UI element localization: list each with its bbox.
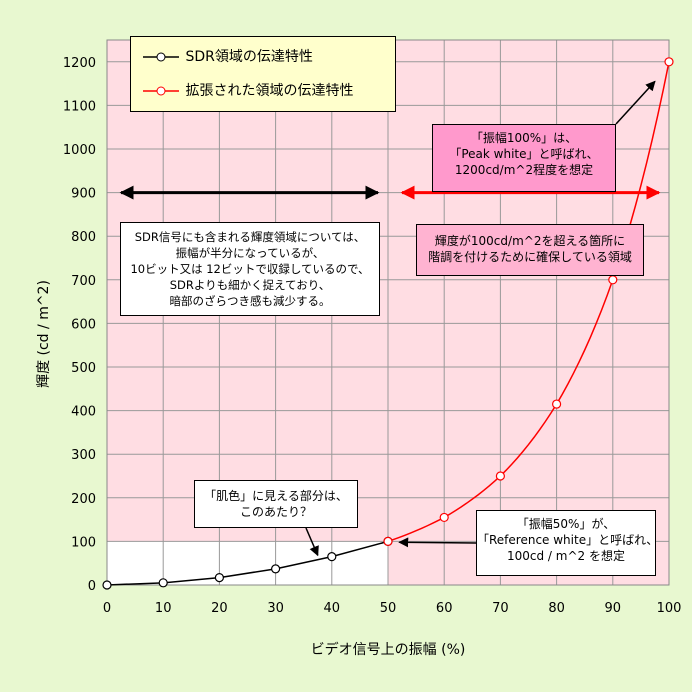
y-tick-label: 0 bbox=[88, 579, 96, 594]
y-tick-label: 200 bbox=[71, 492, 96, 507]
y-tick-label: 700 bbox=[71, 274, 96, 289]
x-tick-label: 30 bbox=[267, 601, 284, 616]
y-tick-label: 400 bbox=[71, 405, 96, 420]
legend-label-extended: 拡張された領域の伝達特性 bbox=[185, 83, 354, 99]
sdr-data-point bbox=[214, 572, 224, 583]
ref-note-line: 100cd / m^2 を想定 bbox=[507, 549, 625, 563]
legend-swatch-sdr bbox=[143, 52, 179, 62]
x-tick-label: 80 bbox=[548, 601, 565, 616]
x-tick-label: 10 bbox=[155, 601, 172, 616]
y-tick-label: 500 bbox=[71, 361, 96, 376]
y-tick-label: 300 bbox=[71, 448, 96, 463]
extended-data-point bbox=[664, 57, 674, 67]
sdr-data-point bbox=[271, 564, 281, 574]
ref-note-line: 「振幅50%」が、 bbox=[516, 517, 616, 531]
sdr-data-point bbox=[158, 578, 168, 588]
legend-label-sdr: SDR領域の伝達特性 bbox=[185, 49, 313, 65]
sdr-note-line: 10ビット又は 12ビットで収録しているので、 bbox=[130, 262, 370, 276]
y-tick-label: 900 bbox=[71, 187, 96, 202]
x-tick-label: 40 bbox=[324, 601, 341, 616]
legend-swatch-extended bbox=[143, 86, 179, 96]
peak-note-line: 「Peak white」と呼ばれ、 bbox=[449, 147, 599, 161]
x-tick-label: 100 bbox=[657, 601, 682, 616]
sdr-note-line: 振幅が半分になっているが、 bbox=[175, 246, 325, 260]
peak-note-line: 1200cd/m^2程度を想定 bbox=[454, 163, 594, 177]
legend-item-extended: 拡張された領域の伝達特性 bbox=[141, 81, 353, 101]
peak-note-line: 「振幅100%」は、 bbox=[470, 131, 578, 145]
ext-note-line: 階調を付けるために確保している領域 bbox=[428, 250, 632, 264]
peak-pointer-arrow bbox=[615, 80, 656, 125]
sdr-region-bg bbox=[107, 541, 388, 585]
x-tick-label: 20 bbox=[211, 601, 228, 616]
peak-white-note: 「振幅100%」は、 「Peak white」と呼ばれ、 1200cd/m^2程… bbox=[432, 124, 616, 192]
sdr-data-point bbox=[102, 580, 112, 590]
y-axis-label: 輝度 (cd / m^2) bbox=[36, 280, 52, 388]
y-tick-label: 600 bbox=[71, 317, 96, 332]
series-points bbox=[102, 57, 674, 590]
extended-data-point bbox=[439, 512, 449, 523]
x-tick-label: 70 bbox=[492, 601, 509, 616]
extended-data-point bbox=[551, 399, 562, 409]
x-tick-label: 0 bbox=[103, 601, 111, 616]
sdr-data-point bbox=[327, 552, 337, 562]
legend-item-sdr: SDR領域の伝達特性 bbox=[141, 47, 313, 67]
skin-pointer-arrow bbox=[305, 527, 319, 557]
ext-note-line: 輝度が100cd/m^2を超える箇所に bbox=[434, 234, 626, 248]
sdr-series-line bbox=[106, 540, 389, 586]
x-tick-label: 60 bbox=[436, 601, 453, 616]
y-tick-label: 800 bbox=[71, 230, 96, 245]
extended-region-note: 輝度が100cd/m^2を超える箇所に 階調を付けるために確保している領域 bbox=[416, 224, 644, 276]
y-tick-label: 1000 bbox=[63, 143, 96, 158]
extended-data-point bbox=[383, 536, 393, 547]
x-axis-label: ビデオ信号上の振幅 (%) bbox=[311, 641, 466, 658]
sdr-note-line: 暗部のざらつき感も減少する。 bbox=[169, 294, 331, 308]
y-tick-label: 1100 bbox=[63, 99, 96, 114]
legend: SDR領域の伝達特性 拡張された領域の伝達特性 bbox=[130, 36, 396, 112]
reference-white-note: 「振幅50%」が、 「Reference white」と呼ばれ、 100cd /… bbox=[476, 510, 659, 576]
arrows-layer bbox=[119, 80, 661, 557]
skin-tone-note: 「肌色」に見える部分は、 このあたり？ bbox=[194, 480, 358, 528]
sdr-note-line: SDRよりも細かく捉えており、 bbox=[169, 278, 331, 292]
x-tick-label: 90 bbox=[605, 601, 622, 616]
sdr-note-line: SDR信号にも含まれる輝度領域については、 bbox=[134, 230, 366, 244]
tick-labels: 0 10 20 30 40 50 60 70 80 90 100010020030040050060… bbox=[63, 56, 682, 616]
ref-note-line: 「Reference white」と呼ばれ、 bbox=[477, 533, 659, 547]
x-tick-label: 50 bbox=[380, 601, 397, 616]
skin-note-line: 「肌色」に見える部分は、 bbox=[204, 489, 348, 503]
y-tick-label: 100 bbox=[71, 535, 96, 550]
extended-data-point bbox=[608, 275, 618, 285]
extended-data-point bbox=[495, 471, 505, 481]
sdr-region-note: SDR信号にも含まれる輝度領域については、 振幅が半分になっているが、 10ビッ… bbox=[120, 222, 380, 316]
skin-note-line: このあたり？ bbox=[239, 505, 312, 519]
reference-pointer-arrow bbox=[398, 537, 477, 548]
y-tick-label: 1200 bbox=[63, 56, 96, 71]
